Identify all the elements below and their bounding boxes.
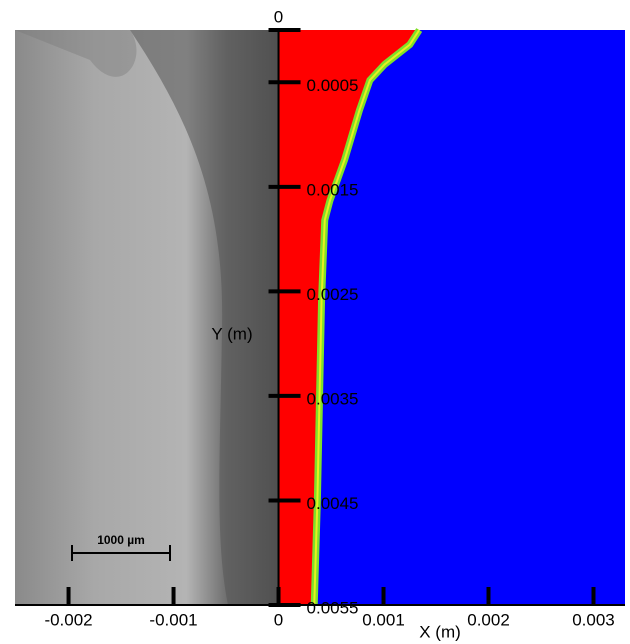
interface-core [313,29,421,606]
melted-region [278,30,420,605]
y-tick-label: 0.0015 [307,180,359,199]
y-tick-label: 0.0055 [307,598,359,617]
x-tick-label: 0 [274,610,283,629]
x-tick-label: -0.002 [44,610,92,629]
x-tick-label: -0.001 [149,610,197,629]
micrograph [15,30,279,605]
x-tick-label: 0.003 [572,610,615,629]
x-tick-label: 0.001 [362,610,405,629]
y-tick-label: 0.0005 [307,76,359,95]
x-tick-label: 0.002 [467,610,510,629]
scale-bar-label: 1000 µm [97,533,145,547]
y-tick-label: 0.0045 [307,494,359,513]
y-axis-label: Y (m) [211,324,252,343]
y-tick-label: 0 [274,7,283,26]
plot-area [278,28,625,606]
x-axis-label: X (m) [419,622,461,641]
y-tick-label: 0.0025 [307,285,359,304]
y-tick-label: 0.0035 [307,389,359,408]
